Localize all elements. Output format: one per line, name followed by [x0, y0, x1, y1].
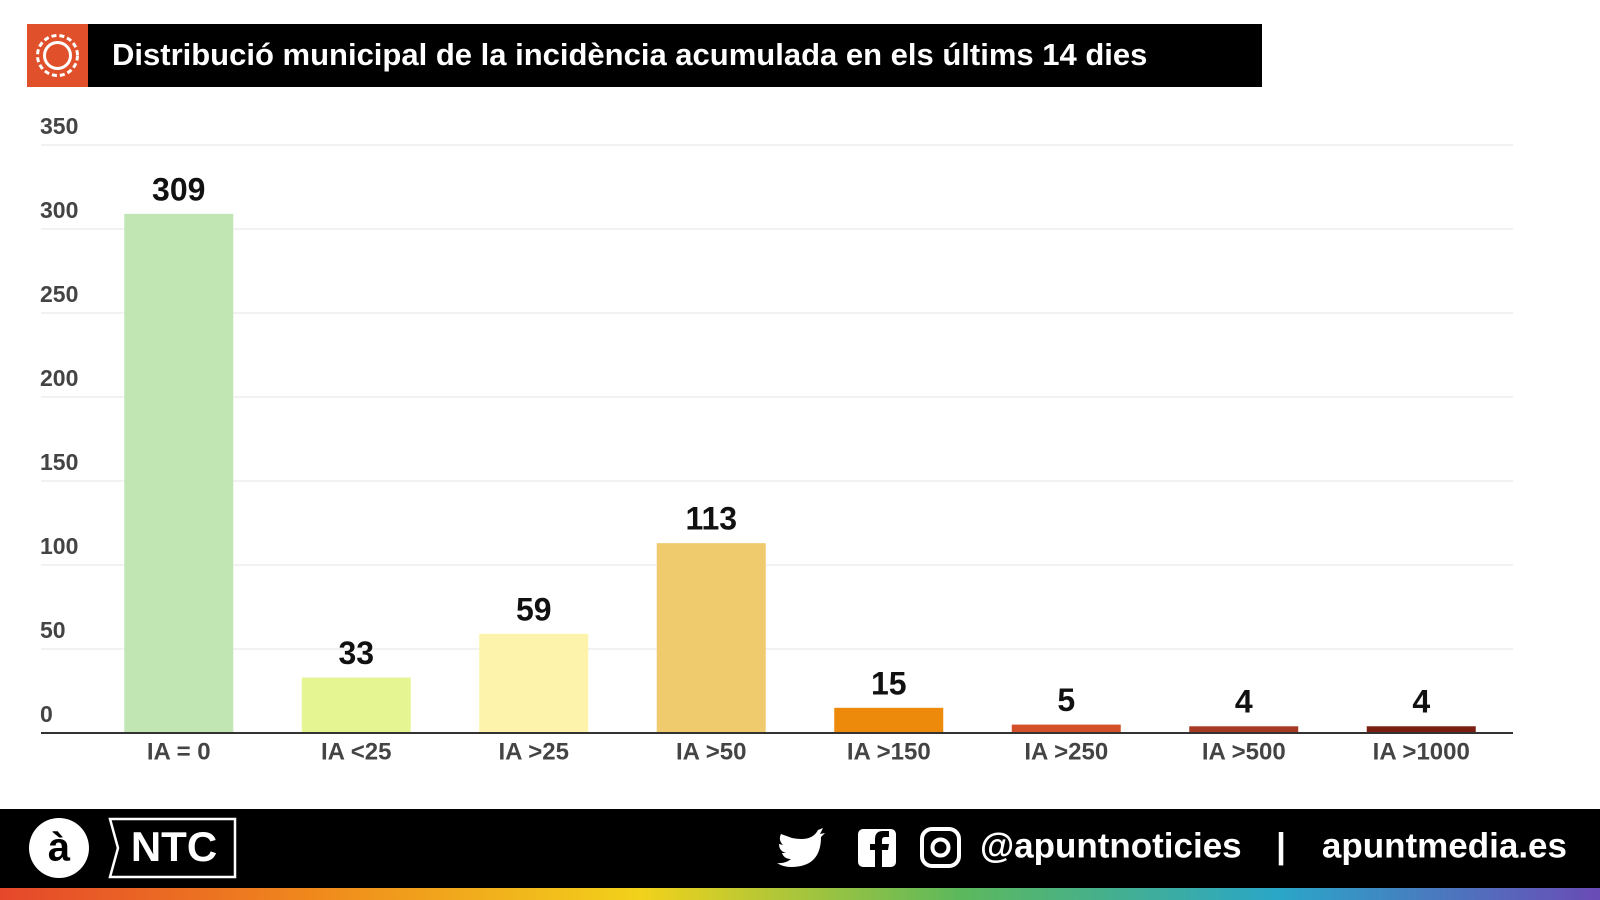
y-tick-label: 250: [40, 281, 78, 307]
x-tick-label: IA = 0: [147, 738, 211, 765]
y-tick-label: 50: [40, 617, 66, 643]
title-bar: [28, 24, 1262, 87]
rainbow-strip: [0, 888, 1600, 900]
bar: [1189, 726, 1299, 733]
x-tick-label: IA >1000: [1373, 738, 1470, 765]
value-label: 15: [871, 665, 907, 701]
bar: [124, 213, 234, 733]
x-tick-label: IA >50: [676, 738, 747, 765]
x-tick-label: IA <25: [321, 738, 392, 765]
bar: [479, 633, 589, 733]
y-tick-label: 350: [40, 113, 78, 139]
y-tick-label: 100: [40, 533, 78, 559]
facebook-f: [870, 831, 889, 867]
bar: [301, 677, 411, 733]
chart-title: Distribució municipal de la incidència a…: [112, 37, 1147, 72]
virus-icon: [36, 34, 79, 77]
value-label: 4: [1235, 684, 1253, 720]
y-tick-label: 300: [40, 197, 78, 223]
plot-area: 0 50 100 150 200 250 300 350 309 IA = 0 33 IA <25 59…: [40, 113, 1513, 765]
website: apuntmedia.es: [1322, 826, 1567, 865]
x-tick-label: IA >150: [847, 738, 931, 765]
handle: @apuntnoticies: [980, 826, 1242, 865]
value-label: 59: [516, 591, 552, 627]
value-label: 33: [338, 635, 374, 671]
x-tick-label: IA >250: [1024, 738, 1108, 765]
value-label: 4: [1412, 684, 1430, 720]
y-tick-label: 200: [40, 365, 78, 391]
bar: [834, 707, 944, 733]
bar: [656, 543, 766, 733]
bar: [1011, 724, 1121, 733]
logo-circle: [29, 818, 89, 878]
twitter-icon: [777, 828, 825, 867]
value-label: 309: [152, 171, 205, 207]
y-tick-label: 0: [40, 701, 53, 727]
separator: |: [1276, 826, 1286, 865]
value-label: 113: [685, 501, 737, 537]
instagram-icon: [920, 827, 961, 868]
bar: [1366, 726, 1476, 733]
logo: à: [48, 826, 71, 870]
x-tick-label: IA >25: [499, 738, 570, 765]
instagram-lens: [930, 837, 951, 858]
virus-icon-core: [43, 41, 72, 70]
x-tick-label: IA >500: [1202, 738, 1286, 765]
brand: NTC: [131, 823, 217, 870]
y-tick-label: 150: [40, 449, 78, 475]
value-label: 5: [1057, 682, 1075, 718]
brand-box: [108, 817, 237, 879]
